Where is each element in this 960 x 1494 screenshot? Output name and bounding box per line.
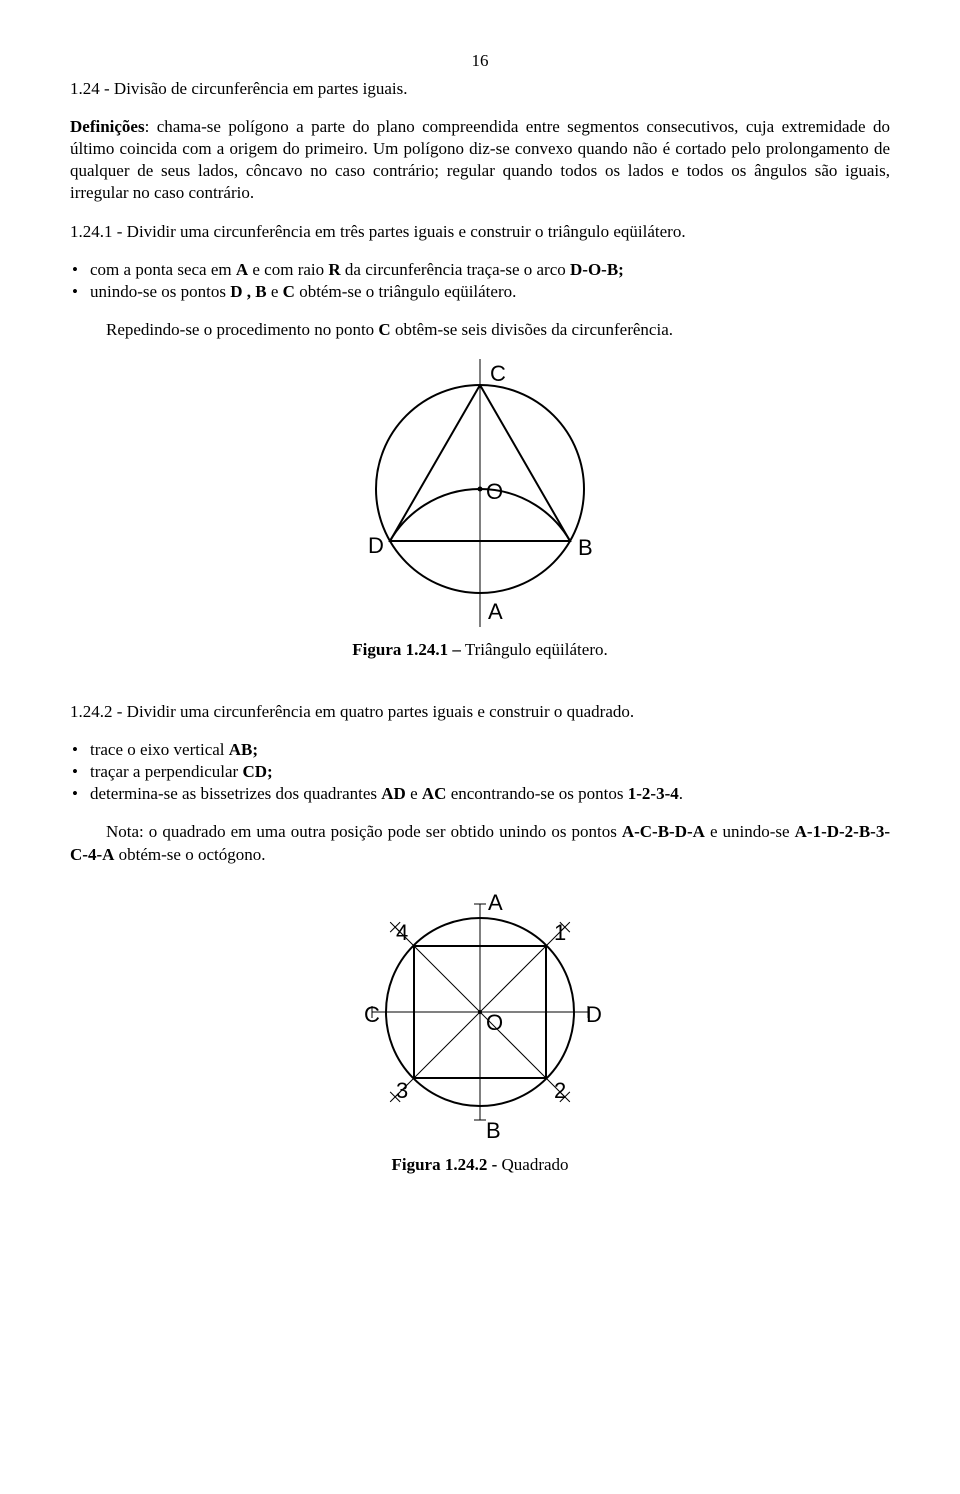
note-1-24-2: Nota: o quadrado em uma outra posição po… [70, 821, 890, 865]
note-mid: e unindo-se [705, 822, 795, 841]
svg-text:D: D [368, 533, 384, 558]
list-item: trace o eixo vertical AB; [70, 739, 890, 761]
caption-1-24-1: Figura 1.24.1 – Triângulo eqüilátero. [70, 639, 890, 661]
note-bold1: A-C-B-D-A [622, 822, 705, 841]
bullets-1-24-2: trace o eixo vertical AB; traçar a perpe… [70, 739, 890, 805]
svg-text:A: A [488, 890, 503, 915]
caption-rest: Quadrado [497, 1155, 568, 1174]
svg-text:B: B [486, 1118, 501, 1143]
caption-1-24-2: Figura 1.24.2 - Quadrado [70, 1154, 890, 1176]
note-suffix: obtém-se o octógono. [114, 845, 265, 864]
svg-text:1: 1 [554, 920, 566, 945]
definicoes-label: Definições [70, 117, 145, 136]
square-diagram: 1 2 3 4 A B C D O [350, 882, 610, 1146]
heading-1-24-2: 1.24.2 - Dividir uma circunferência em q… [70, 701, 890, 723]
svg-text:O: O [486, 1010, 503, 1035]
note-1-24-1: Repedindo-se o procedimento no ponto C o… [70, 319, 890, 341]
definicoes-text: : chama-se polígono a parte do plano com… [70, 117, 890, 202]
svg-text:2: 2 [554, 1078, 566, 1103]
caption-bold: Figura 1.24.1 – [352, 640, 461, 659]
list-item: unindo-se os pontos D , B e C obtém-se o… [70, 281, 890, 303]
heading-1-24: 1.24 - Divisão de circunferência em part… [70, 78, 890, 100]
definicoes-paragraph: Definições: chama-se polígono a parte do… [70, 116, 890, 204]
svg-text:O: O [486, 479, 503, 504]
heading-1-24-1: 1.24.1 - Dividir uma circunferência em t… [70, 221, 890, 243]
svg-text:C: C [490, 361, 506, 386]
bullet-text: trace o eixo vertical AB; [90, 740, 258, 759]
svg-text:C: C [364, 1002, 380, 1027]
figure-1-24-2: 1 2 3 4 A B C D O [70, 882, 890, 1146]
bullet-text: com a ponta seca em A e com raio R da ci… [90, 260, 624, 279]
triangle-diagram: C O D B A [350, 357, 610, 631]
list-item: determina-se as bissetrizes dos quadrant… [70, 783, 890, 805]
svg-text:D: D [586, 1002, 602, 1027]
list-item: traçar a perpendicular CD; [70, 761, 890, 783]
list-item: com a ponta seca em A e com raio R da ci… [70, 259, 890, 281]
svg-text:4: 4 [396, 920, 408, 945]
svg-text:B: B [578, 535, 593, 560]
page-number: 16 [70, 50, 890, 72]
caption-rest: Triângulo eqüilátero. [461, 640, 608, 659]
bullets-1-24-1: com a ponta seca em A e com raio R da ci… [70, 259, 890, 303]
bullet-text: determina-se as bissetrizes dos quadrant… [90, 784, 683, 803]
caption-bold: Figura 1.24.2 - [391, 1155, 497, 1174]
bullet-text: traçar a perpendicular CD; [90, 762, 273, 781]
bullet-text: unindo-se os pontos D , B e C obtém-se o… [90, 282, 516, 301]
figure-1-24-1: C O D B A [70, 357, 890, 631]
svg-text:3: 3 [396, 1078, 408, 1103]
svg-text:A: A [488, 599, 503, 624]
note-prefix: Nota: o quadrado em uma outra posição po… [106, 822, 622, 841]
